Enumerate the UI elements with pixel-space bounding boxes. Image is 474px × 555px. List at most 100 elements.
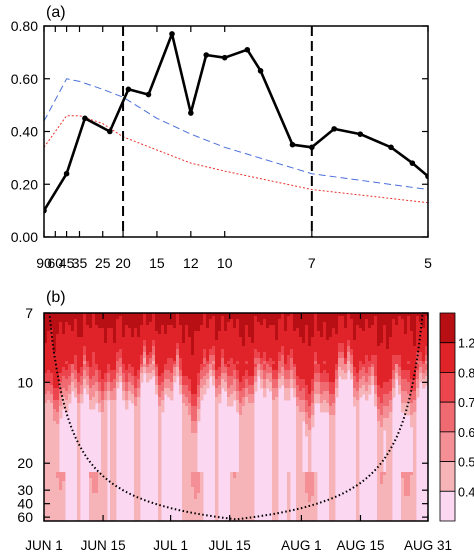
heatmap-cell xyxy=(206,325,210,329)
heatmap-cell xyxy=(77,322,81,326)
heatmap-cell xyxy=(236,478,240,482)
heatmap-cell xyxy=(257,343,261,347)
heatmap-cell xyxy=(248,379,252,383)
heatmap-cell xyxy=(116,319,120,323)
heatmap-cell xyxy=(332,379,336,383)
heatmap-cell xyxy=(44,379,48,383)
heatmap-cell xyxy=(305,385,309,389)
heatmap-cell xyxy=(245,460,249,464)
heatmap-cell xyxy=(248,475,252,479)
heatmap-cell xyxy=(194,484,198,488)
heatmap-cell xyxy=(404,382,408,386)
heatmap-cell xyxy=(284,367,288,371)
heatmap-cell xyxy=(152,343,156,347)
heatmap-cell xyxy=(317,337,321,341)
heatmap-cell xyxy=(125,316,129,320)
heatmap-cell xyxy=(113,442,117,446)
heatmap-cell xyxy=(182,424,186,428)
heatmap-cell xyxy=(377,442,381,446)
heatmap-cell xyxy=(218,316,222,320)
heatmap-cell xyxy=(122,340,126,344)
heatmap-cell xyxy=(161,406,165,410)
heatmap-cell xyxy=(254,316,258,320)
heatmap-cell xyxy=(215,403,219,407)
heatmap-cell xyxy=(404,472,408,476)
heatmap-cell xyxy=(116,325,120,329)
heatmap-cell xyxy=(272,319,276,323)
heatmap-cell xyxy=(263,391,267,395)
heatmap-cell xyxy=(206,313,210,317)
heatmap-cell xyxy=(269,358,273,362)
heatmap-cell xyxy=(56,430,60,434)
heatmap-cell xyxy=(59,328,63,332)
heatmap-cell xyxy=(86,355,90,359)
heatmap-cell xyxy=(167,364,171,368)
heatmap-cell xyxy=(293,382,297,386)
heatmap-cell xyxy=(137,427,141,431)
heatmap-cell xyxy=(275,337,279,341)
heatmap-cell xyxy=(296,328,300,332)
heatmap-cell xyxy=(422,313,426,317)
heatmap-cell xyxy=(422,385,426,389)
heatmap-cell xyxy=(302,334,306,338)
heatmap-cell xyxy=(395,352,399,356)
heatmap-cell xyxy=(353,379,357,383)
heatmap-cell xyxy=(302,388,306,392)
heatmap-cell xyxy=(275,346,279,350)
heatmap-cell xyxy=(407,364,411,368)
heatmap-cell xyxy=(131,340,135,344)
heatmap-cell xyxy=(206,328,210,332)
heatmap-cell xyxy=(329,373,333,377)
heatmap-cell xyxy=(242,439,246,443)
heatmap-cell xyxy=(98,481,102,485)
heatmap-cell xyxy=(140,343,144,347)
heatmap-cell xyxy=(107,382,111,386)
heatmap-cell xyxy=(374,349,378,353)
heatmap-cell xyxy=(332,460,336,464)
heatmap-cell xyxy=(104,397,108,401)
heatmap-cell xyxy=(86,376,90,380)
heatmap-cell xyxy=(335,373,339,377)
heatmap-cell xyxy=(293,331,297,335)
heatmap-cell xyxy=(110,316,114,320)
heatmap-cell xyxy=(302,472,306,476)
heatmap-cell xyxy=(215,466,219,470)
heatmap-cell xyxy=(263,334,267,338)
heatmap-cell xyxy=(215,385,219,389)
heatmap-cell xyxy=(47,370,51,374)
heatmap-cell xyxy=(194,442,198,446)
heatmap-cell xyxy=(221,370,225,374)
heatmap-cell xyxy=(269,325,273,329)
heatmap-cell xyxy=(314,352,318,356)
heatmap-cell xyxy=(254,355,258,359)
heatmap-cell xyxy=(407,316,411,320)
heatmap-cell xyxy=(107,385,111,389)
heatmap-cell xyxy=(179,352,183,356)
heatmap-cell xyxy=(293,358,297,362)
heatmap-cell xyxy=(155,355,159,359)
heatmap-cell xyxy=(251,475,255,479)
heatmap-cell xyxy=(377,454,381,458)
heatmap-cell xyxy=(254,334,258,338)
heatmap-cell xyxy=(299,334,303,338)
heatmap-cell xyxy=(158,316,162,320)
heatmap-cell xyxy=(332,406,336,410)
heatmap-cell xyxy=(56,361,60,365)
heatmap-cell xyxy=(98,478,102,482)
heatmap-cell xyxy=(191,406,195,410)
heatmap-cell xyxy=(329,382,333,386)
heatmap-cell xyxy=(92,490,96,494)
heatmap-cell xyxy=(254,370,258,374)
heatmap-cell xyxy=(47,463,51,467)
heatmap-cell xyxy=(233,367,237,371)
heatmap-cell xyxy=(266,313,270,317)
heatmap-cell xyxy=(302,349,306,353)
heatmap-cell xyxy=(200,352,204,356)
heatmap-cell xyxy=(83,379,87,383)
heatmap-cell xyxy=(56,367,60,371)
heatmap-cell xyxy=(356,439,360,443)
heatmap-cell xyxy=(248,406,252,410)
heatmap-cell xyxy=(329,328,333,332)
heatmap-cell xyxy=(128,376,132,380)
heatmap-cell xyxy=(188,490,192,494)
